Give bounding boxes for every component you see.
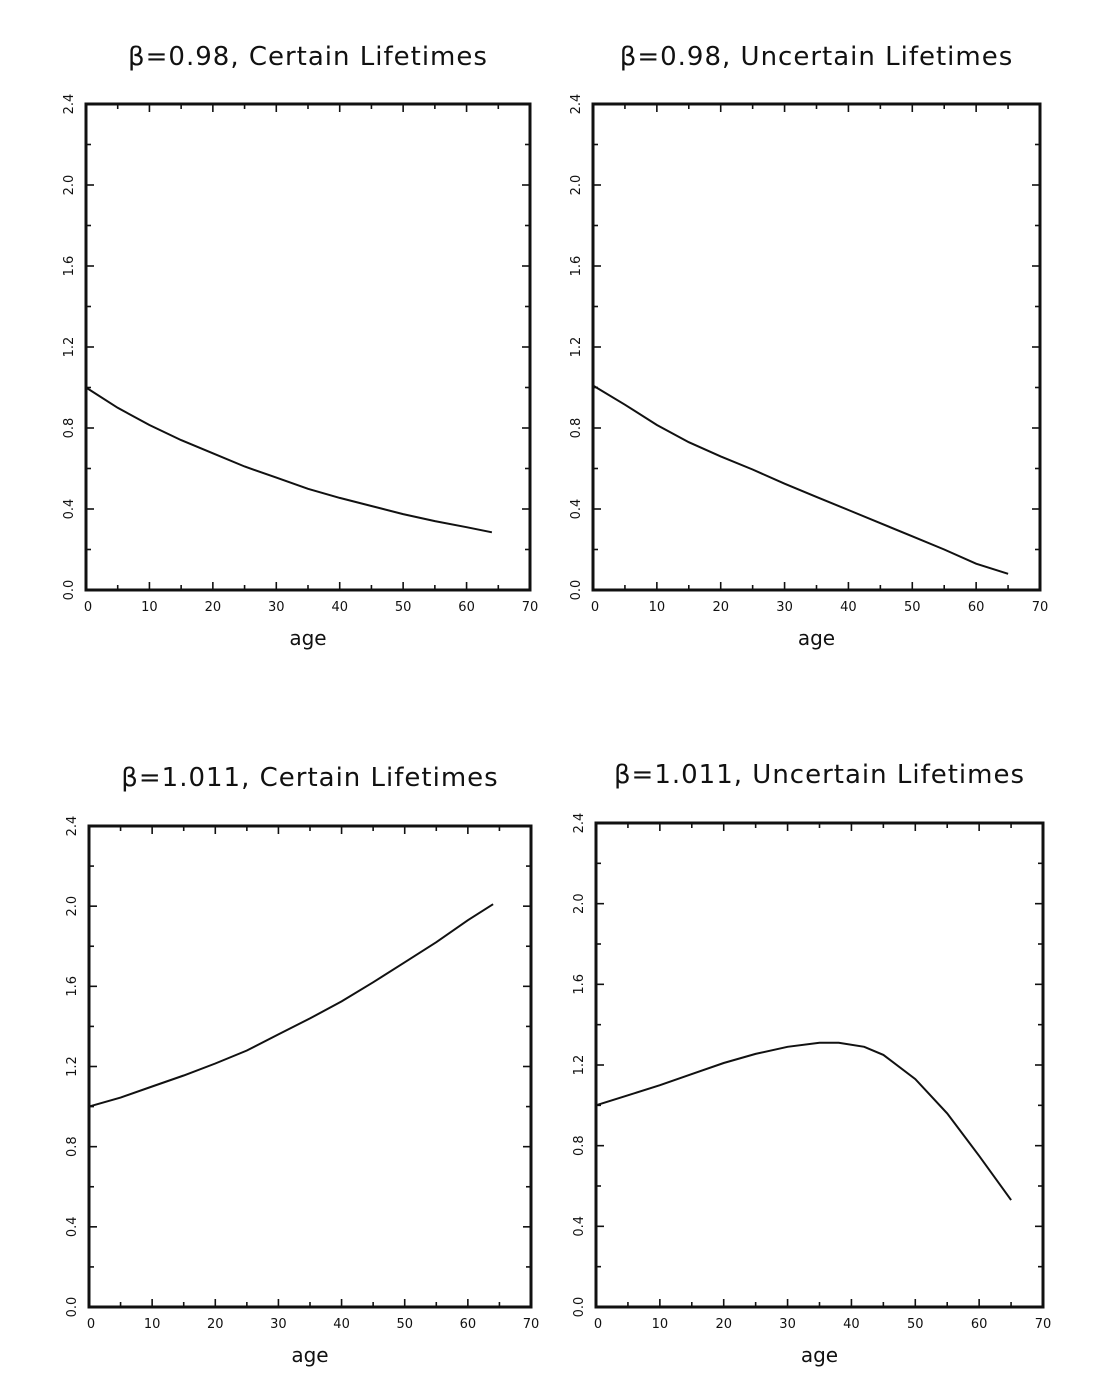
x-tick-label: 10 <box>144 1317 161 1332</box>
y-tick-label: 0.8 <box>569 418 584 439</box>
x-tick-label: 50 <box>396 1317 413 1332</box>
x-tick-label: 20 <box>715 1317 732 1332</box>
y-tick-label: 2.0 <box>62 175 77 196</box>
y-tick-label: 0.8 <box>65 1136 80 1157</box>
chart-title: β=1.011, Certain Lifetimes <box>121 763 498 793</box>
x-tick-label: 50 <box>904 600 921 615</box>
chart-title: β=0.98, Uncertain Lifetimes <box>620 42 1014 72</box>
series-line <box>592 384 1009 575</box>
x-tick-label: 0 <box>87 1317 95 1332</box>
chart-title: β=0.98, Certain Lifetimes <box>128 42 488 72</box>
plot-frame <box>591 102 1042 592</box>
x-tick-label: 20 <box>205 600 222 615</box>
y-tick-label: 1.6 <box>569 256 584 277</box>
y-tick-label: 0.0 <box>569 580 584 601</box>
x-tick-label: 40 <box>840 600 857 615</box>
x-tick-label: 20 <box>712 600 729 615</box>
x-tick-label: 60 <box>458 600 475 615</box>
x-tick-label: 0 <box>591 600 599 615</box>
x-tick-label: 70 <box>523 1317 540 1332</box>
y-tick-label: 0.4 <box>569 499 584 520</box>
y-tick-label: 2.4 <box>572 813 587 834</box>
x-tick-label: 10 <box>652 1317 669 1332</box>
x-tick-label: 30 <box>779 1317 796 1332</box>
chart-panel-3: β=1.011, Certain Lifetimes 0 10 20 30 40 50 60 7… <box>65 763 539 1367</box>
y-tick-label: 2.0 <box>569 175 584 196</box>
x-axis-label: age <box>801 1343 838 1367</box>
x-tick-label: 30 <box>776 600 793 615</box>
y-tick-label: 2.4 <box>569 94 584 115</box>
x-tick-label: 60 <box>460 1317 477 1332</box>
y-tick-label: 0.0 <box>65 1297 80 1318</box>
x-axis-label: age <box>291 1343 328 1367</box>
chart-panel-4: β=1.011, Uncertain Lifetimes 0 10 20 30 40 50 6… <box>572 760 1051 1367</box>
y-tick-label: 0.8 <box>572 1135 587 1156</box>
x-tick-label: 50 <box>395 600 412 615</box>
chart-panel-2: β=0.98, Uncertain Lifetimes 0 10 20 30 40 50 60… <box>569 42 1048 650</box>
y-tick-label: 0.8 <box>62 418 77 439</box>
x-tick-label: 10 <box>141 600 158 615</box>
plot-frame <box>594 821 1045 1309</box>
y-tick-label: 0.4 <box>62 499 77 520</box>
x-tick-label: 20 <box>207 1317 224 1332</box>
y-tick-label: 1.6 <box>62 256 77 277</box>
y-tick-label: 0.0 <box>572 1297 587 1318</box>
x-tick-label: 30 <box>268 600 285 615</box>
y-tick-label: 1.6 <box>65 976 80 997</box>
x-tick-label: 70 <box>522 600 539 615</box>
x-tick-label: 30 <box>270 1317 287 1332</box>
chart-title: β=1.011, Uncertain Lifetimes <box>614 760 1025 790</box>
y-tick-label: 1.2 <box>569 337 584 358</box>
series-line <box>88 903 494 1108</box>
x-tick-label: 0 <box>594 1317 602 1332</box>
y-tick-label: 2.4 <box>62 94 77 115</box>
x-tick-label: 70 <box>1032 600 1049 615</box>
chart-panel-1: β=0.98, Certain Lifetimes 0 10 20 30 40 50 60 70… <box>62 42 538 650</box>
x-axis-label: age <box>289 626 326 650</box>
y-tick-label: 1.6 <box>572 974 587 995</box>
x-tick-label: 40 <box>333 1317 350 1332</box>
y-tick-label: 1.2 <box>65 1056 80 1077</box>
x-tick-label: 40 <box>843 1317 860 1332</box>
series-line <box>595 1041 1012 1201</box>
x-tick-label: 60 <box>971 1317 988 1332</box>
y-tick-label: 2.0 <box>65 896 80 917</box>
y-tick-label: 0.0 <box>62 580 77 601</box>
x-tick-label: 60 <box>968 600 985 615</box>
x-tick-label: 0 <box>84 600 92 615</box>
y-tick-label: 2.4 <box>65 816 80 837</box>
y-tick-label: 1.2 <box>572 1055 587 1076</box>
y-tick-label: 0.4 <box>65 1216 80 1237</box>
y-tick-label: 0.4 <box>572 1216 587 1237</box>
y-tick-label: 2.0 <box>572 893 587 914</box>
plot-frame <box>87 824 533 1309</box>
y-tick-label: 1.2 <box>62 337 77 358</box>
plot-frame <box>84 102 532 592</box>
x-tick-label: 50 <box>907 1317 924 1332</box>
x-tick-label: 70 <box>1035 1317 1052 1332</box>
x-axis-label: age <box>798 626 835 650</box>
x-tick-label: 40 <box>331 600 348 615</box>
series-line <box>85 386 493 534</box>
x-tick-label: 10 <box>649 600 666 615</box>
